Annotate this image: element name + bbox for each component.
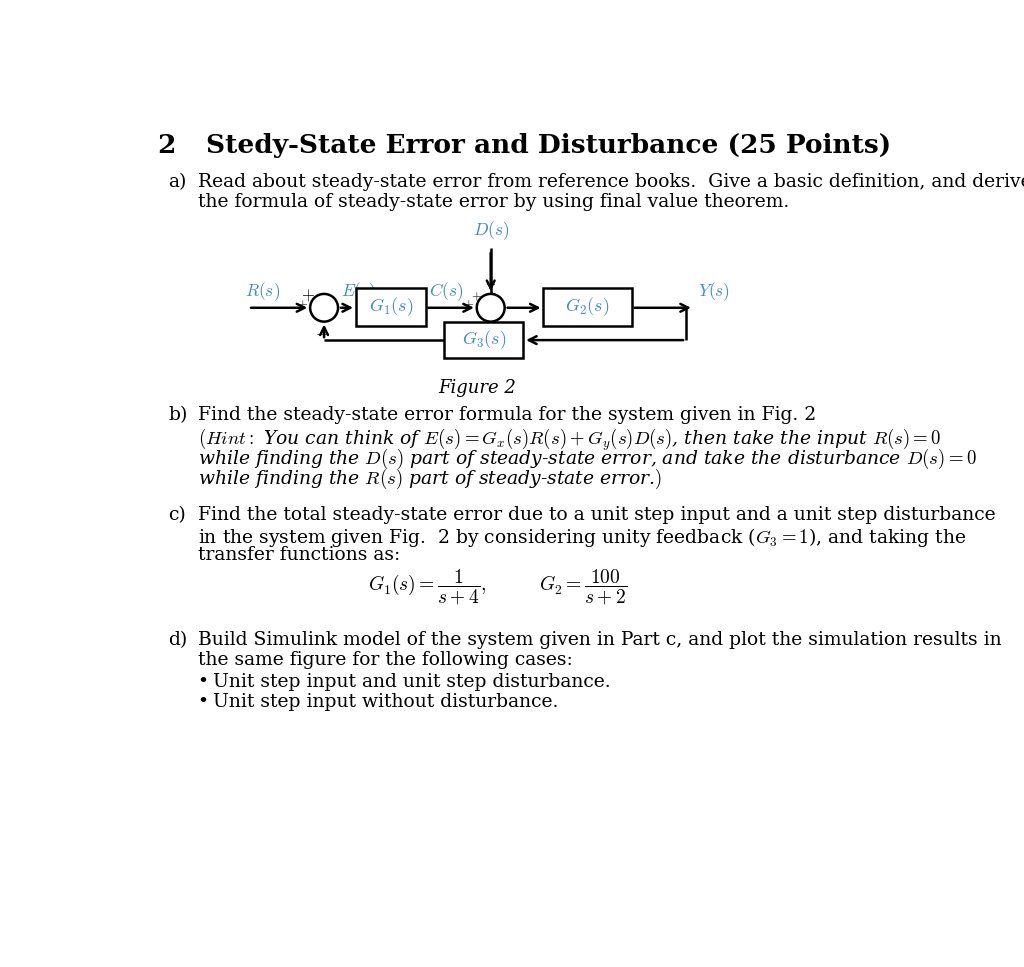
- Text: •: •: [198, 673, 209, 690]
- Text: $R(s)$: $R(s)$: [245, 280, 281, 303]
- Text: Unit step input and unit step disturbance.: Unit step input and unit step disturbanc…: [213, 673, 611, 690]
- Text: $C(s)$: $C(s)$: [429, 280, 463, 303]
- Text: $G_1(s) = \dfrac{1}{s+4},$: $G_1(s) = \dfrac{1}{s+4},$: [369, 567, 486, 606]
- Text: the formula of steady-state error by using final value theorem.: the formula of steady-state error by usi…: [198, 193, 790, 211]
- Text: b): b): [168, 406, 187, 425]
- Text: Read about steady-state error from reference books.  Give a basic definition, an: Read about steady-state error from refer…: [198, 173, 1024, 191]
- Text: while finding the $D(s)$ part of steady-state error, and take the disturbance $D: while finding the $D(s)$ part of steady-…: [198, 447, 977, 471]
- Text: $(Hint:$ You can think of $E(s) = G_x(s)R(s) + G_y(s)D(s)$, then take the input : $(Hint:$ You can think of $E(s) = G_x(s)…: [198, 426, 941, 453]
- Text: $+$: $+$: [471, 290, 481, 303]
- Text: the same figure for the following cases:: the same figure for the following cases:: [198, 651, 572, 669]
- Text: Stedy-State Error and Disturbance (25 Points): Stedy-State Error and Disturbance (25 Po…: [206, 133, 891, 158]
- Circle shape: [310, 294, 338, 322]
- Text: in the system given Fig.  2 by considering unity feedback ($G_3 = 1$), and takin: in the system given Fig. 2 by considerin…: [198, 526, 967, 549]
- Text: $Y(s)$: $Y(s)$: [697, 280, 730, 303]
- Text: $G_2(s)$: $G_2(s)$: [565, 296, 609, 318]
- Text: $G_1(s)$: $G_1(s)$: [369, 296, 413, 318]
- Text: Build Simulink model of the system given in Part c, and plot the simulation resu: Build Simulink model of the system given…: [198, 631, 1001, 649]
- Text: $+$: $+$: [464, 298, 474, 311]
- Text: Find the total steady-state error due to a unit step input and a unit step distu: Find the total steady-state error due to…: [198, 507, 995, 524]
- Text: $E(s)$: $E(s)$: [341, 280, 376, 303]
- FancyBboxPatch shape: [444, 322, 523, 358]
- Text: $D(s)$: $D(s)$: [472, 220, 509, 243]
- Circle shape: [477, 294, 505, 322]
- Text: while finding the $R(s)$ part of steady-state error.$)$: while finding the $R(s)$ part of steady-…: [198, 466, 662, 490]
- Text: $-$: $-$: [314, 325, 328, 338]
- Text: $+$: $+$: [301, 286, 314, 303]
- Text: Figure 2: Figure 2: [438, 379, 516, 397]
- Text: Unit step input without disturbance.: Unit step input without disturbance.: [213, 692, 559, 711]
- Text: $G_2 = \dfrac{100}{s+2}$: $G_2 = \dfrac{100}{s+2}$: [539, 567, 627, 606]
- FancyBboxPatch shape: [544, 288, 632, 326]
- Text: •: •: [198, 692, 209, 711]
- Text: c): c): [168, 507, 186, 524]
- Text: Find the steady-state error formula for the system given in Fig. 2: Find the steady-state error formula for …: [198, 406, 816, 425]
- Text: transfer functions as:: transfer functions as:: [198, 546, 400, 565]
- Text: $+$: $+$: [297, 298, 308, 311]
- Text: $+$: $+$: [485, 278, 497, 291]
- FancyBboxPatch shape: [356, 288, 426, 326]
- Text: a): a): [168, 173, 186, 191]
- Text: $G_3(s)$: $G_3(s)$: [462, 329, 506, 351]
- Text: 2: 2: [158, 133, 176, 158]
- Text: d): d): [168, 631, 187, 649]
